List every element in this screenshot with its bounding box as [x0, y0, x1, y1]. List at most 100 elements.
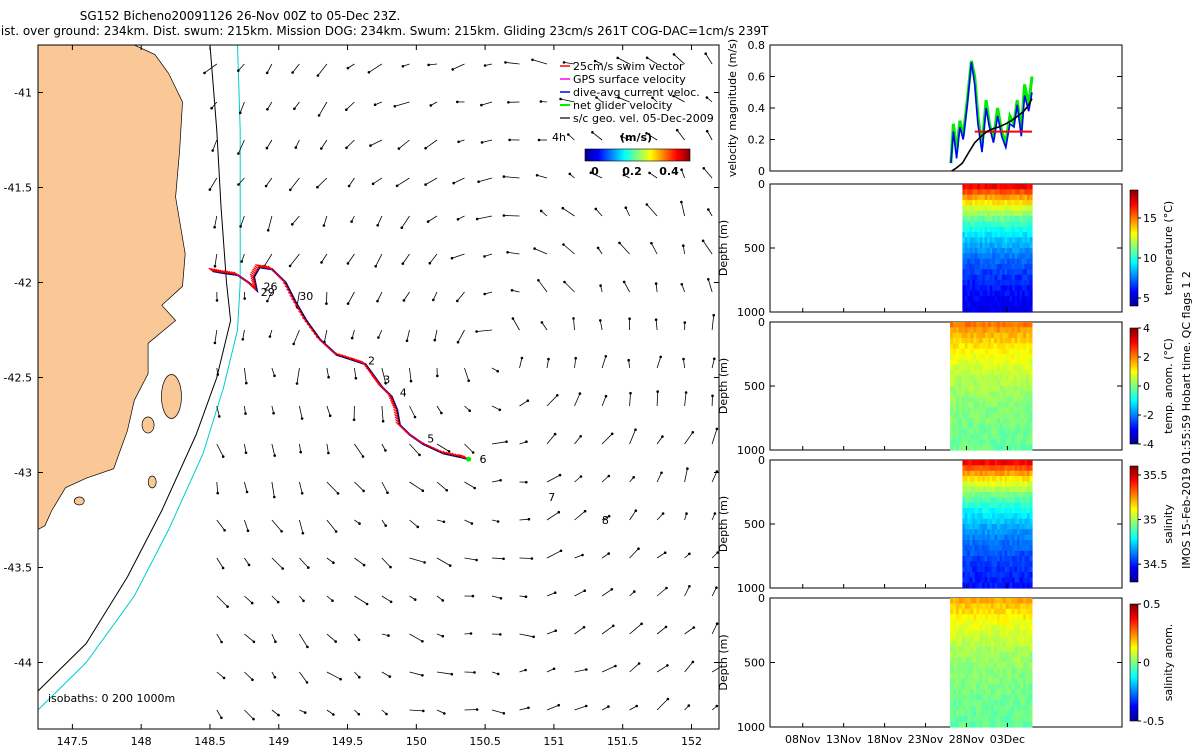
heatmap-cell: [1024, 550, 1028, 557]
heatmap-cell: [1008, 354, 1013, 360]
heatmap-cell: [1029, 598, 1033, 604]
heatmap-cell: [950, 327, 954, 334]
heatmap-cell: [1014, 700, 1018, 707]
heatmap-cell: [982, 386, 986, 392]
heatmap-cell: [993, 635, 998, 642]
geo-velocity-arrow: [464, 557, 478, 562]
heatmap-cell: [989, 306, 993, 313]
heatmap-cell: [1012, 540, 1016, 546]
heatmap-cell: [999, 423, 1004, 430]
heatmap-cell: [994, 577, 998, 584]
heatmap-cell: [1002, 386, 1007, 392]
heatmap-cell: [1027, 189, 1031, 196]
heatmap-cell: [1002, 572, 1006, 578]
heatmap-cell: [1026, 603, 1030, 610]
heatmap-cell: [985, 657, 989, 664]
heatmap-cell: [1002, 529, 1006, 536]
heatmap-cell: [973, 614, 977, 621]
heatmap-cell: [970, 338, 975, 344]
heatmap-cell: [1019, 582, 1023, 589]
heatmap-cell: [994, 285, 998, 292]
heatmap-cell: [1017, 221, 1021, 228]
heatmap-cell: [1012, 550, 1016, 557]
heatmap-cell: [958, 635, 963, 642]
map-y-tick-label: -44: [14, 657, 32, 670]
geo-velocity-arrow: [244, 709, 255, 721]
heatmap-cell: [979, 497, 983, 504]
heatmap-cell: [1029, 566, 1033, 573]
geo-velocity-arrow: [271, 367, 276, 378]
geo-velocity-arrow: [381, 671, 392, 678]
heatmap-cell: [992, 280, 996, 286]
heatmap-cell: [1029, 428, 1033, 435]
heatmap-cell: [977, 194, 981, 201]
heatmap-cell: [961, 700, 966, 707]
geo-velocity-arrow: [519, 595, 528, 598]
geo-velocity-arrow: [574, 553, 584, 559]
heatmap-cell: [1024, 540, 1028, 546]
heatmap-cell: [974, 184, 978, 190]
heatmap-cell: [991, 684, 995, 690]
heatmap-cell: [962, 306, 966, 313]
heatmap-cell: [967, 534, 971, 541]
heatmap-cell: [1004, 582, 1008, 589]
geo-velocity-arrow: [629, 662, 641, 673]
heatmap-cell: [961, 619, 966, 626]
heatmap-cell: [1029, 476, 1033, 482]
geo-velocity-arrow: [622, 173, 630, 179]
heatmap-cell: [1012, 556, 1016, 562]
heatmap-cell: [1007, 524, 1011, 530]
heatmap-cell: [1009, 566, 1013, 573]
heatmap-cell: [1009, 481, 1013, 488]
geo-velocity-arrow: [684, 431, 695, 445]
heatmap-cell: [1014, 375, 1018, 382]
heatmap-cell: [1004, 534, 1008, 541]
heatmap-cell: [1005, 700, 1010, 707]
swim-vector: [263, 265, 269, 270]
heatmap-cell: [973, 630, 977, 637]
heatmap-cell: [969, 248, 973, 254]
heatmap-cell: [964, 194, 968, 201]
heatmap-cell: [982, 598, 986, 604]
heatmap-cell: [1014, 614, 1018, 621]
heatmap-cell: [992, 253, 996, 260]
heatmap-cell: [976, 603, 980, 610]
map-latitude-axis: -41-41.5-42-42.5-43-43.5-44: [4, 87, 719, 670]
heatmap-cell: [953, 624, 957, 631]
heatmap-cell: [1017, 608, 1021, 615]
section-heatmap: [950, 598, 1033, 728]
heatmap-cell: [1023, 641, 1027, 647]
heatmap-cell: [970, 327, 975, 334]
heatmap-cell: [950, 428, 954, 435]
heatmap-cell: [974, 258, 978, 265]
heatmap-cell: [970, 657, 975, 664]
geo-velocity-arrow: [326, 557, 335, 564]
heatmap-cell: [982, 343, 986, 350]
heatmap-cell: [1011, 354, 1015, 360]
heatmap-cell: [1029, 221, 1033, 228]
geo-velocity-arrow: [409, 671, 424, 677]
heatmap-cell: [967, 529, 971, 536]
heatmap-cell: [1008, 375, 1013, 382]
heatmap-cell: [999, 301, 1003, 308]
heatmap-cell: [993, 327, 998, 334]
heatmap-cell: [970, 700, 975, 707]
geo-velocity-arrow: [480, 101, 493, 107]
heatmap-cell: [1023, 338, 1027, 344]
heatmap-cell: [988, 678, 992, 685]
heatmap-cell: [999, 630, 1004, 637]
heatmap-cell: [962, 253, 966, 260]
geo-velocity-arrow: [436, 519, 446, 524]
heatmap-cell: [964, 673, 969, 680]
heatmap-cell: [964, 402, 969, 408]
heatmap-cell: [982, 428, 986, 435]
heatmap-cell: [977, 226, 981, 233]
heatmap-cell: [964, 635, 969, 642]
heatmap-cell: [988, 391, 992, 398]
heatmap-cell: [1022, 306, 1026, 313]
heatmap-cell: [992, 476, 996, 482]
heatmap-cell: [1019, 242, 1023, 249]
heatmap-cell: [1002, 721, 1007, 728]
heatmap-cell: [997, 577, 1001, 584]
heatmap-cell: [1012, 216, 1016, 222]
